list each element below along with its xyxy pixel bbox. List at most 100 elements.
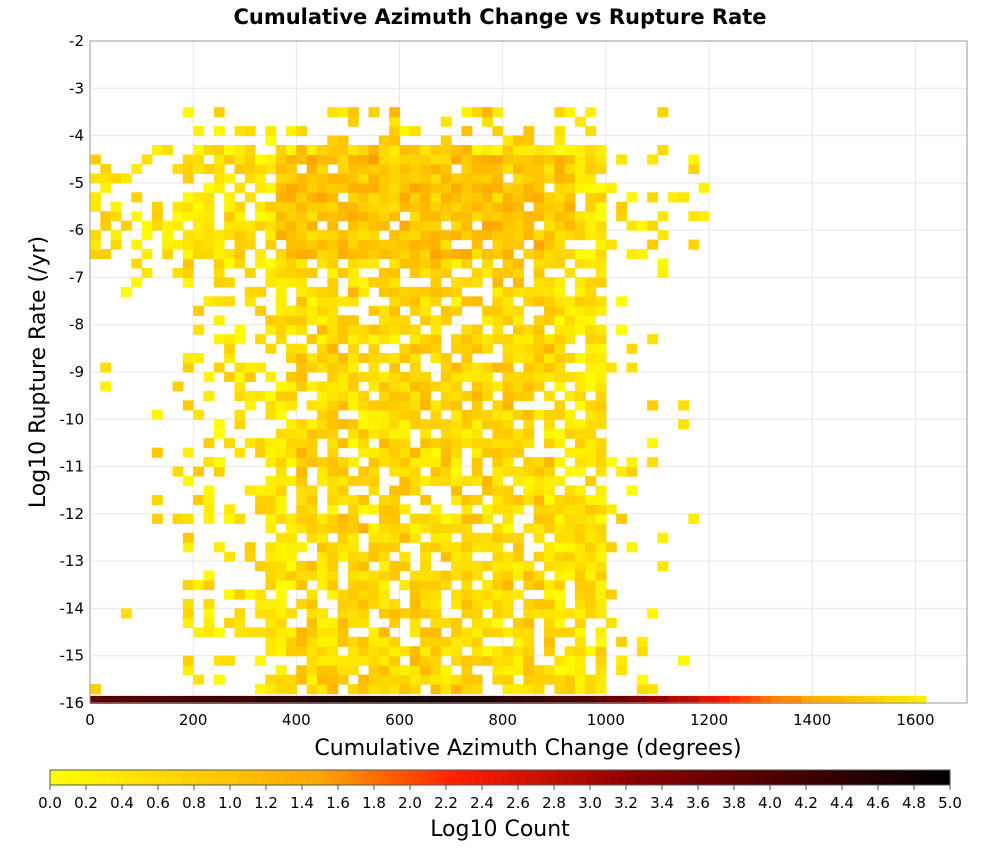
y-tick-label: -11 (60, 458, 85, 476)
heatmap-cell (430, 343, 442, 354)
heatmap-cell (286, 173, 297, 184)
heatmap-cell (595, 267, 607, 279)
heatmap-cell (616, 665, 628, 676)
heatmap-cell (461, 551, 473, 562)
heatmap-cell (564, 372, 576, 383)
heatmap-cell (564, 173, 576, 184)
heatmap-cell (224, 145, 236, 156)
heatmap-cell (451, 617, 463, 628)
heatmap-cell (492, 655, 504, 666)
heatmap-cell (420, 542, 432, 553)
heatmap-cell (327, 135, 339, 146)
heatmap-cell (420, 476, 432, 487)
heatmap-cell (585, 305, 597, 316)
heatmap-cell (368, 674, 380, 685)
colorbar-tick-label: 3.8 (722, 794, 746, 812)
heatmap-cell (595, 466, 607, 477)
heatmap-cell (492, 608, 504, 619)
heatmap-cell (337, 324, 349, 335)
heatmap-cell (564, 409, 576, 420)
heatmap-cell (399, 343, 411, 354)
heatmap-cell (492, 163, 504, 174)
heatmap-cell (265, 390, 277, 401)
heatmap-cell (513, 173, 524, 184)
heatmap-cell-bottom (244, 695, 256, 704)
heatmap-cell (430, 258, 442, 269)
heatmap-cell (368, 504, 380, 515)
heatmap-cell (451, 286, 463, 297)
heatmap-cell (296, 646, 308, 657)
heatmap-cell (162, 239, 174, 250)
heatmap-cell (378, 674, 390, 685)
heatmap-cell (213, 126, 225, 137)
heatmap-cell (543, 589, 555, 600)
heatmap-cell (440, 542, 452, 553)
heatmap-cell (193, 230, 205, 241)
heatmap-cell (513, 201, 524, 212)
heatmap-cell (451, 523, 463, 534)
heatmap-cell (574, 145, 586, 156)
heatmap-cell (564, 220, 576, 231)
heatmap-cell (265, 561, 277, 572)
heatmap-cell (420, 201, 432, 212)
heatmap-cell (482, 627, 493, 638)
heatmap-cell (430, 542, 442, 553)
heatmap-cell (327, 636, 339, 647)
heatmap-cell (595, 277, 607, 288)
heatmap-cell (492, 598, 504, 610)
heatmap-cell-bottom (265, 695, 277, 704)
heatmap-cell (461, 324, 473, 335)
heatmap-cell (275, 665, 287, 676)
heatmap-cell (389, 570, 401, 581)
heatmap-cell (399, 286, 411, 297)
heatmap-cell (595, 192, 607, 203)
heatmap-cell (451, 201, 463, 212)
heatmap-cell (347, 201, 359, 212)
heatmap-cell (554, 154, 566, 165)
x-tick-label: 200 (179, 711, 208, 729)
heatmap-cell (513, 258, 524, 269)
heatmap-cell (327, 258, 339, 269)
colorbar-tick-label: 5.0 (938, 794, 962, 812)
colorbar-tick-label: 0.2 (74, 794, 98, 812)
heatmap-cell (316, 513, 328, 524)
heatmap-cell (255, 211, 266, 222)
heatmap-cell (275, 570, 287, 581)
heatmap-cell (647, 608, 659, 619)
heatmap-cell (420, 220, 432, 231)
heatmap-cell (430, 674, 442, 685)
heatmap-cell (296, 249, 308, 260)
heatmap-cell (378, 655, 390, 666)
heatmap-cell (440, 532, 452, 543)
heatmap-cell (224, 372, 236, 383)
heatmap-cell (265, 580, 277, 591)
heatmap-cell (482, 589, 493, 600)
heatmap-cell (306, 646, 318, 657)
heatmap-cell (471, 655, 483, 666)
heatmap-cell-bottom (905, 695, 917, 704)
heatmap-cell (585, 523, 597, 534)
heatmap-cell (151, 211, 163, 222)
heatmap-cell (471, 532, 483, 543)
heatmap-cell (327, 220, 339, 231)
heatmap-cell (327, 381, 339, 392)
heatmap-cell (471, 334, 483, 345)
heatmap-cell (172, 201, 184, 212)
heatmap-cell (378, 286, 390, 297)
heatmap-cell (543, 145, 555, 156)
heatmap-cell (224, 296, 236, 307)
heatmap-cell (564, 608, 576, 619)
heatmap-cell (533, 494, 545, 505)
heatmap-cell (327, 107, 339, 118)
heatmap-cell (213, 173, 225, 184)
heatmap-cell (368, 372, 380, 383)
heatmap-cell (574, 589, 586, 600)
heatmap-cell (265, 126, 277, 137)
heatmap-cell (430, 315, 442, 326)
heatmap-cell-bottom (451, 695, 463, 704)
heatmap-cell (244, 438, 256, 449)
heatmap-cell (316, 457, 328, 468)
heatmap-cell (554, 476, 566, 487)
heatmap-cell (203, 494, 215, 505)
heatmap-cell (337, 296, 349, 307)
